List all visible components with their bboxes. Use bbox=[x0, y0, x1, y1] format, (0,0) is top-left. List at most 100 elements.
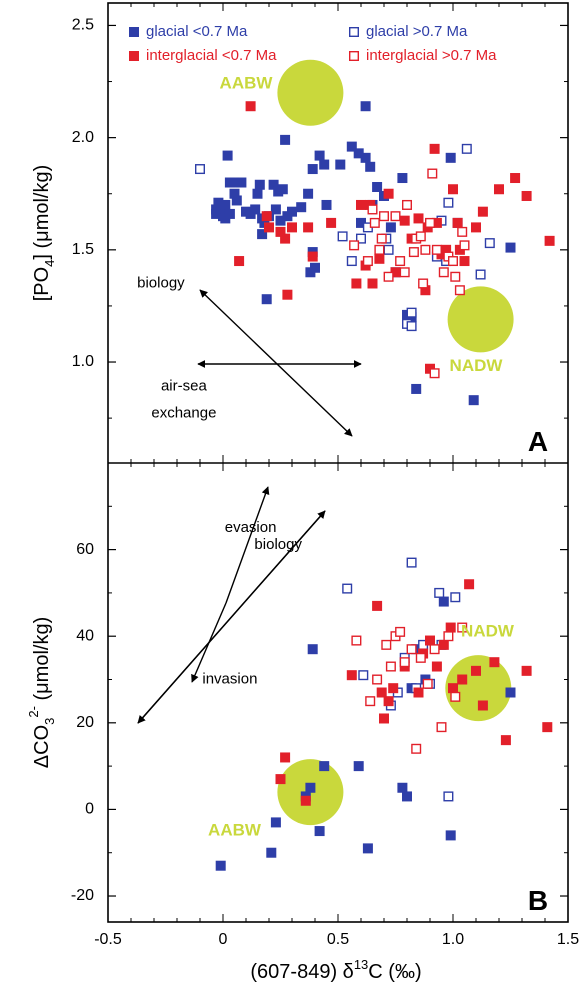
data-point bbox=[443, 631, 454, 642]
data-point bbox=[450, 592, 461, 603]
y-tick-label: -20 bbox=[71, 887, 94, 904]
data-point bbox=[450, 691, 461, 702]
data-point bbox=[300, 795, 311, 806]
data-point bbox=[236, 177, 247, 188]
data-point bbox=[365, 696, 376, 707]
data-point bbox=[448, 256, 459, 267]
water-mass-bubbles bbox=[277, 59, 514, 826]
data-point bbox=[287, 206, 297, 217]
data-point bbox=[471, 665, 481, 676]
data-point bbox=[390, 211, 401, 222]
data-point bbox=[374, 244, 385, 255]
data-point bbox=[321, 199, 332, 210]
y-tick-label: 1.0 bbox=[72, 353, 94, 370]
data-point bbox=[372, 674, 383, 685]
water-mass-label: NADW bbox=[461, 621, 515, 640]
data-point bbox=[431, 661, 442, 672]
data-point bbox=[268, 179, 279, 190]
annotation-label: exchange bbox=[151, 405, 216, 422]
data-point bbox=[372, 600, 383, 611]
data-point bbox=[418, 278, 429, 289]
data-point bbox=[438, 596, 449, 607]
y-tick-label: 20 bbox=[76, 714, 94, 731]
data-point bbox=[358, 670, 369, 681]
data-point bbox=[459, 240, 470, 251]
water-mass-bubble-nadw bbox=[447, 286, 514, 353]
y-tick-label: 2.5 bbox=[72, 17, 94, 34]
data-point bbox=[434, 587, 445, 598]
legend-label: interglacial <0.7 Ma bbox=[146, 47, 277, 64]
data-point bbox=[362, 256, 373, 267]
data-point bbox=[326, 217, 337, 228]
data-point bbox=[383, 696, 394, 707]
data-point bbox=[441, 244, 452, 255]
data-point bbox=[429, 143, 440, 154]
data-point bbox=[356, 217, 366, 228]
data-point bbox=[310, 262, 320, 273]
data-point bbox=[367, 278, 378, 289]
water-mass-bubble-nadw bbox=[445, 655, 512, 722]
data-point bbox=[457, 622, 468, 633]
data-point bbox=[282, 289, 293, 300]
annotation-label: invasion bbox=[202, 670, 257, 687]
data-point bbox=[542, 722, 553, 733]
data-point bbox=[379, 713, 389, 724]
data-point bbox=[505, 687, 516, 698]
data-point bbox=[413, 687, 424, 698]
data-point bbox=[356, 199, 366, 210]
data-point bbox=[464, 579, 475, 590]
legend-label: glacial >0.7 Ma bbox=[366, 23, 468, 40]
data-point bbox=[420, 244, 431, 255]
data-points bbox=[129, 27, 555, 871]
data-point bbox=[303, 222, 314, 233]
data-point bbox=[374, 253, 385, 264]
data-point bbox=[425, 217, 436, 228]
data-point bbox=[351, 635, 362, 646]
data-point bbox=[346, 256, 357, 267]
data-point bbox=[448, 683, 458, 694]
data-point bbox=[452, 217, 463, 228]
data-point bbox=[429, 368, 440, 379]
data-point bbox=[494, 184, 504, 195]
data-point bbox=[254, 179, 265, 190]
data-point bbox=[457, 226, 468, 237]
data-point bbox=[337, 231, 348, 242]
data-point bbox=[436, 722, 447, 733]
data-point bbox=[443, 197, 454, 208]
legend-marker bbox=[349, 51, 360, 62]
data-point bbox=[275, 215, 286, 226]
data-point bbox=[445, 622, 456, 633]
data-point bbox=[406, 557, 417, 568]
legend-marker bbox=[129, 27, 139, 37]
data-point bbox=[351, 278, 362, 289]
data-point bbox=[335, 159, 346, 170]
data-point bbox=[220, 199, 231, 210]
data-point bbox=[438, 267, 449, 278]
data-point bbox=[390, 267, 401, 278]
water-mass-bubble-aabw bbox=[277, 59, 344, 126]
data-point bbox=[385, 222, 396, 233]
data-point bbox=[431, 244, 442, 255]
x-axis-label: (607-849) δ13C (‰) bbox=[250, 957, 421, 983]
data-point bbox=[383, 244, 394, 255]
data-point bbox=[422, 678, 433, 689]
data-point bbox=[461, 143, 472, 154]
data-point bbox=[411, 743, 422, 754]
annotation-label: biology bbox=[137, 274, 185, 291]
y-axis-label: [PO4] (μmol/kg) bbox=[31, 165, 57, 302]
data-point bbox=[222, 150, 233, 161]
data-point bbox=[471, 222, 481, 233]
data-point bbox=[275, 226, 286, 237]
data-point bbox=[383, 271, 394, 282]
legend-marker bbox=[129, 51, 139, 61]
data-point bbox=[270, 817, 281, 828]
annotation-label: evasion bbox=[225, 519, 277, 536]
data-point bbox=[346, 670, 357, 681]
data-point bbox=[411, 383, 422, 394]
data-point bbox=[211, 208, 222, 219]
evasion-arrow bbox=[225, 486, 270, 604]
data-point bbox=[521, 665, 532, 676]
data-point bbox=[477, 700, 488, 711]
y-tick-label: 0 bbox=[85, 801, 94, 818]
annotation-label: air-sea bbox=[161, 378, 208, 395]
